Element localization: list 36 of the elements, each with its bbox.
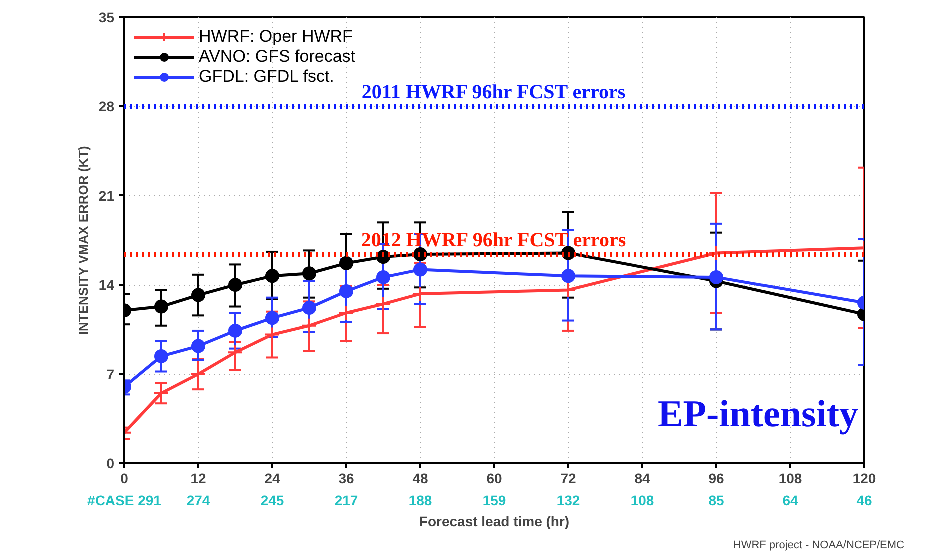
- annotation: EP-intensity: [658, 394, 859, 436]
- text: HWRF project - NOAA/NCEP/EMC: [733, 540, 905, 552]
- legend-label: AVNO: GFS forecast: [199, 47, 356, 67]
- y-tick-label: 14: [98, 277, 115, 294]
- y-tick-label: 35: [98, 10, 115, 26]
- text: 108: [630, 492, 654, 508]
- x-tick-label: 60: [486, 470, 502, 486]
- ref-line-label: 2011 HWRF 96hr FCST errors: [362, 82, 626, 104]
- text: 274: [186, 492, 210, 508]
- x-axis-title: Forecast lead time (hr): [419, 514, 570, 530]
- text: 64: [782, 492, 798, 508]
- x-tick-label: 24: [264, 470, 280, 486]
- x-tick-label: 0: [120, 470, 129, 486]
- y-tick-label: 21: [98, 188, 115, 204]
- x-tick-label: 84: [634, 470, 650, 486]
- text: 85: [708, 492, 724, 508]
- x-tick-label: 96: [708, 470, 724, 486]
- y-tick-label: 7: [106, 366, 115, 382]
- y-tick-label: 28: [98, 98, 115, 115]
- text: #CASE 291: [88, 492, 162, 508]
- text: 217: [334, 492, 358, 508]
- text: 46: [856, 492, 872, 508]
- x-tick-label: 72: [560, 470, 576, 486]
- x-tick-label: 36: [338, 470, 354, 486]
- legend-label: GFDL: GFDL fsct.: [199, 67, 334, 87]
- legend-label: HWRF: Oper HWRF: [199, 27, 353, 47]
- y-axis-title: INTENSITY VMAX ERROR (KT): [76, 146, 91, 336]
- text: 132: [556, 492, 580, 508]
- x-tick-label: 108: [778, 470, 802, 486]
- text: 245: [260, 492, 284, 508]
- x-tick-label: 120: [852, 470, 876, 486]
- x-tick-label: 12: [190, 470, 206, 486]
- text: 159: [482, 492, 506, 508]
- y-tick-label: 0: [106, 456, 115, 472]
- text: 188: [408, 492, 432, 508]
- x-tick-label: 48: [412, 470, 428, 486]
